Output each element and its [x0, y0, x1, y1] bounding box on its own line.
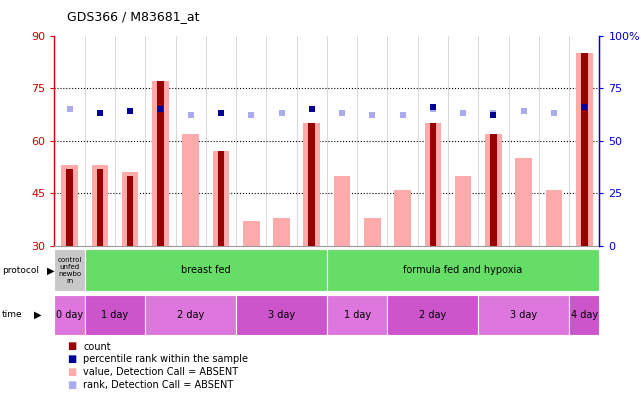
Bar	[429, 123, 436, 246]
Bar	[303, 123, 320, 246]
Bar	[183, 133, 199, 246]
Bar	[122, 172, 138, 246]
Text: 3 day: 3 day	[268, 310, 295, 320]
Text: 4 day: 4 day	[570, 310, 598, 320]
Text: time: time	[2, 310, 22, 319]
Bar	[236, 295, 327, 335]
Text: ▶: ▶	[34, 310, 42, 320]
Text: control
unfed
newbo
rn: control unfed newbo rn	[58, 257, 82, 284]
Bar	[54, 295, 85, 335]
Text: count: count	[83, 341, 111, 352]
Text: formula fed and hypoxia: formula fed and hypoxia	[403, 265, 523, 275]
Text: breast fed: breast fed	[181, 265, 231, 275]
Bar	[490, 133, 497, 246]
Bar	[581, 53, 588, 246]
Text: 1 day: 1 day	[101, 310, 129, 320]
Text: 1 day: 1 day	[344, 310, 370, 320]
Bar	[85, 249, 327, 291]
Bar	[62, 165, 78, 246]
Text: protocol: protocol	[2, 266, 39, 275]
Text: 3 day: 3 day	[510, 310, 537, 320]
Bar	[243, 221, 260, 246]
Bar	[576, 53, 592, 246]
Bar	[218, 151, 224, 246]
Bar	[545, 190, 562, 246]
Bar	[394, 190, 411, 246]
Bar	[146, 295, 236, 335]
Text: ■: ■	[67, 354, 76, 364]
Text: percentile rank within the sample: percentile rank within the sample	[83, 354, 248, 364]
Bar	[308, 123, 315, 246]
Bar	[455, 175, 471, 246]
Bar	[97, 169, 103, 246]
Bar	[213, 151, 229, 246]
Bar	[327, 295, 387, 335]
Text: rank, Detection Call = ABSENT: rank, Detection Call = ABSENT	[83, 379, 233, 390]
Bar	[364, 217, 381, 246]
Bar	[66, 169, 73, 246]
Bar	[273, 217, 290, 246]
Bar	[152, 81, 169, 246]
Text: value, Detection Call = ABSENT: value, Detection Call = ABSENT	[83, 367, 238, 377]
Bar	[54, 249, 85, 291]
Text: ▶: ▶	[47, 265, 54, 275]
Text: ■: ■	[67, 379, 76, 390]
Bar	[478, 295, 569, 335]
Text: 0 day: 0 day	[56, 310, 83, 320]
Bar	[334, 175, 351, 246]
Bar	[85, 295, 146, 335]
Bar	[485, 133, 502, 246]
Bar	[569, 295, 599, 335]
Text: 2 day: 2 day	[419, 310, 447, 320]
Bar	[92, 165, 108, 246]
Bar	[387, 295, 478, 335]
Bar	[424, 123, 441, 246]
Bar	[157, 81, 163, 246]
Bar	[515, 158, 532, 246]
Bar	[127, 175, 133, 246]
Text: ■: ■	[67, 341, 76, 352]
Text: 2 day: 2 day	[177, 310, 204, 320]
Text: GDS366 / M83681_at: GDS366 / M83681_at	[67, 10, 200, 23]
Bar	[327, 249, 599, 291]
Text: ■: ■	[67, 367, 76, 377]
